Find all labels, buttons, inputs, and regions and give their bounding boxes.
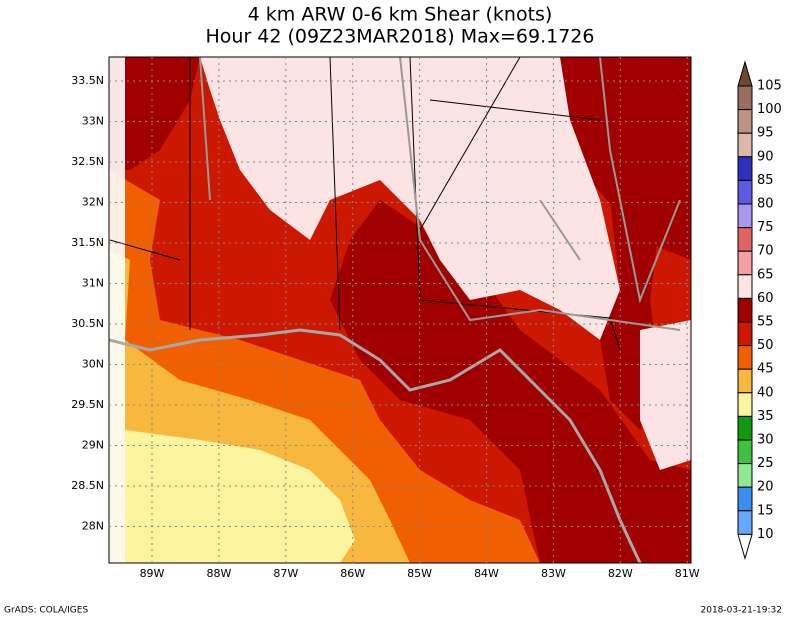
colorbar-bottom: [737, 533, 753, 561]
lon-label: 89W: [140, 567, 165, 580]
colorbar-swatch: [737, 486, 753, 512]
lon-label: 86W: [340, 567, 365, 580]
colorbar-label: 50: [757, 338, 774, 353]
lat-label: 33N: [82, 115, 104, 128]
lat-label: 30.5N: [71, 317, 104, 330]
colorbar-swatch: [737, 463, 753, 488]
colorbar-swatch: [737, 274, 753, 299]
colorbar-label: 80: [757, 197, 774, 212]
colorbar-swatch: [737, 439, 753, 465]
lat-label: 29.5N: [71, 398, 104, 411]
colorbar-swatch: [737, 392, 753, 417]
colorbar-swatch: [737, 227, 753, 252]
colorbar-label: 30: [757, 433, 774, 448]
colorbar-swatch: [737, 297, 753, 323]
colorbar-label: 20: [757, 480, 774, 495]
colorbar-label: 25: [757, 456, 774, 471]
colorbar-swatch: [737, 250, 753, 276]
footer-right: 2018-03-21-19:32: [701, 606, 783, 616]
lon-label: 85W: [407, 567, 432, 580]
lat-label: 32N: [82, 196, 104, 209]
colorbar: 105 100 95 90 85 80 75 70 65 60 55 50 45 40 35 30 25 20 15…: [737, 60, 782, 561]
lat-label: 32.5N: [71, 155, 104, 168]
lat-label: 33.5N: [71, 74, 104, 87]
lon-label: 81W: [675, 567, 700, 580]
colorbar-label: 85: [757, 173, 774, 188]
title-line1: 4 km ARW 0-6 km Shear (knots): [248, 4, 553, 26]
colorbar-label: 65: [757, 267, 774, 282]
map: [108, 56, 692, 564]
colorbar-label: 45: [757, 362, 774, 377]
colorbar-swatch: [737, 510, 753, 535]
colorbar-label: 10: [757, 527, 774, 542]
colorbar-swatch: [737, 179, 753, 205]
lon-label: 88W: [206, 567, 231, 580]
colorbar-swatch: [737, 345, 753, 370]
colorbar-swatch: [737, 132, 753, 158]
title-line2: Hour 42 (09Z23MAR2018) Max=69.1726: [206, 26, 595, 48]
lon-label: 83W: [541, 567, 566, 580]
colorbar-swatch: [737, 321, 753, 347]
colorbar-swatch: [737, 368, 753, 394]
colorbar-swatch: [737, 203, 753, 229]
colorbar-label: 35: [757, 409, 774, 424]
colorbar-label: 55: [757, 315, 774, 330]
lat-label: 31N: [82, 277, 104, 290]
lat-label: 31.5N: [71, 236, 104, 249]
colorbar-label: 15: [757, 503, 774, 518]
colorbar-label: 105: [757, 79, 782, 94]
colorbar-label: 90: [757, 149, 774, 164]
colorbar-label: 75: [757, 220, 774, 235]
colorbar-swatch: [737, 156, 753, 181]
colorbar-label: 95: [757, 126, 774, 141]
colorbar-label: 60: [757, 291, 774, 306]
lat-label: 30N: [82, 358, 104, 371]
lat-label: 28N: [82, 520, 104, 533]
colorbar-top: [737, 60, 753, 87]
colorbar-label: 70: [757, 244, 774, 259]
colorbar-label: 100: [757, 102, 782, 117]
lon-label: 82W: [608, 567, 633, 580]
lat-label: 29N: [82, 439, 104, 452]
lat-label: 28.5N: [71, 479, 104, 492]
colorbar-swatch: [737, 85, 753, 111]
colorbar-label: 40: [757, 385, 774, 400]
colorbar-swatch: [737, 415, 753, 441]
lon-label: 87W: [273, 567, 298, 580]
footer-left: GrADS: COLA/IGES: [4, 606, 88, 616]
colorbar-swatch: [737, 109, 753, 134]
lon-label: 84W: [474, 567, 499, 580]
